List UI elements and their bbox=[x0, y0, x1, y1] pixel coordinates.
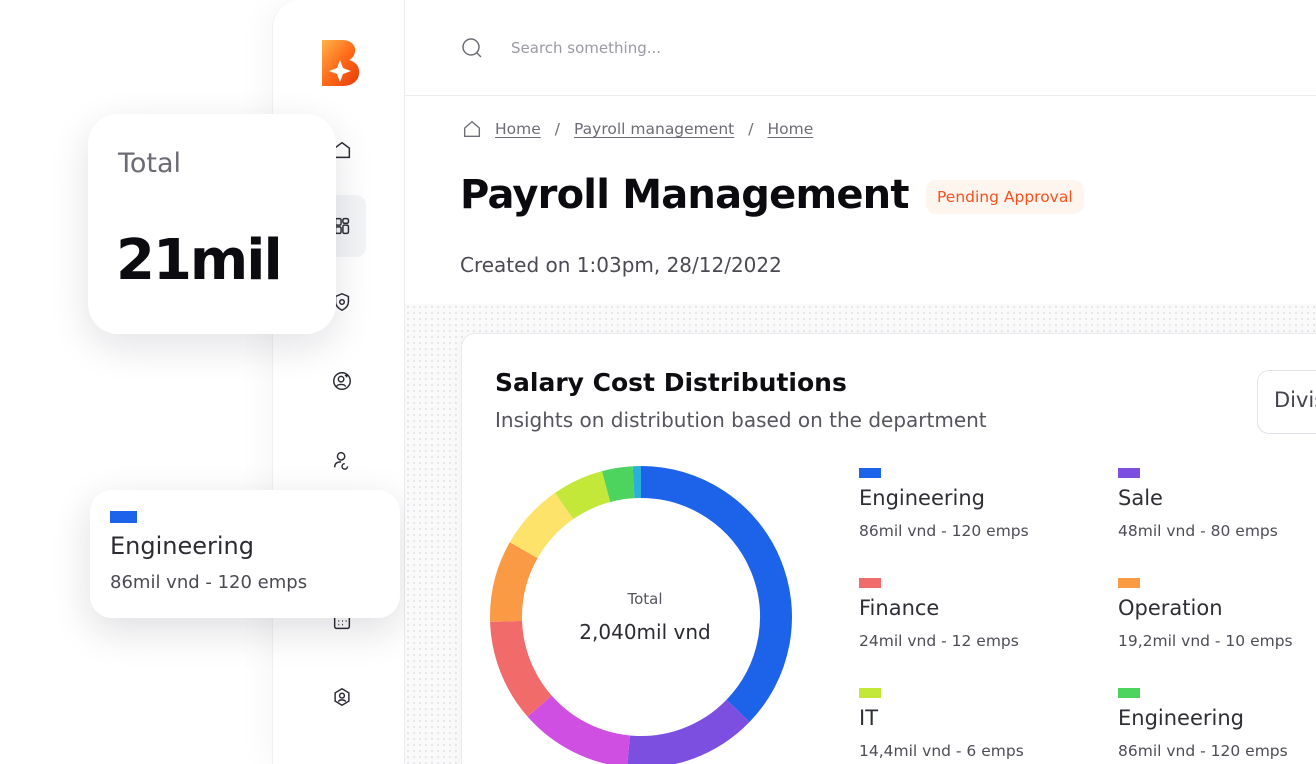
legend-item: Engineering 86mil vnd - 120 emps bbox=[859, 468, 1079, 540]
total-value: 21mil bbox=[116, 228, 283, 293]
department-name: Engineering bbox=[110, 532, 254, 560]
legend-swatch bbox=[1118, 688, 1140, 698]
sidebar-item-profile[interactable] bbox=[318, 666, 366, 728]
legend-item: Finance 24mil vnd - 12 emps bbox=[859, 578, 1079, 650]
card-title: Salary Cost Distributions bbox=[495, 368, 847, 397]
legend-swatch bbox=[859, 688, 881, 698]
legend-swatch bbox=[859, 578, 881, 588]
total-label: Total bbox=[118, 148, 182, 179]
donut-slice bbox=[555, 471, 611, 520]
donut-slice bbox=[490, 620, 552, 717]
total-summary-card: Total 21mil bbox=[88, 114, 336, 334]
brand-logo bbox=[322, 40, 360, 86]
legend-label: IT bbox=[859, 706, 879, 730]
salary-distribution-card: Salary Cost Distributions Insights on di… bbox=[461, 333, 1316, 764]
created-timestamp: Created on 1:03pm, 28/12/2022 bbox=[460, 253, 782, 277]
legend-item: Operation 19,2mil vnd - 10 emps bbox=[1118, 578, 1316, 650]
donut-slice bbox=[640, 466, 792, 722]
legend-detail: 24mil vnd - 12 emps bbox=[859, 632, 1019, 650]
user-switch-icon bbox=[333, 451, 349, 470]
legend-label: Finance bbox=[859, 596, 940, 620]
top-bar bbox=[405, 0, 1316, 96]
legend-detail: 48mil vnd - 80 emps bbox=[1118, 522, 1278, 540]
legend-label: Sale bbox=[1118, 486, 1163, 510]
search-input[interactable] bbox=[511, 34, 911, 62]
search-icon bbox=[462, 38, 482, 58]
sidebar-item-switch-user[interactable] bbox=[318, 429, 366, 491]
main-content: Home / Payroll management / Home Payroll… bbox=[405, 0, 1316, 764]
legend-swatch bbox=[1118, 468, 1140, 478]
legend-item: Engineering 86mil vnd - 120 emps bbox=[1118, 688, 1316, 760]
legend-item: IT 14,4mil vnd - 6 emps bbox=[859, 688, 1079, 760]
donut-slice bbox=[601, 466, 635, 503]
breadcrumb-link-home[interactable]: Home bbox=[495, 120, 541, 138]
division-select[interactable]: Divis bbox=[1257, 370, 1316, 434]
status-badge: Pending Approval bbox=[926, 180, 1084, 214]
page-title: Payroll Management bbox=[460, 172, 909, 218]
department-highlight-card: Engineering 86mil vnd - 120 emps bbox=[90, 490, 400, 618]
legend-swatch bbox=[859, 468, 881, 478]
legend-detail: 86mil vnd - 120 emps bbox=[1118, 742, 1288, 760]
department-color-swatch bbox=[110, 511, 137, 523]
breadcrumb-separator: / bbox=[748, 120, 754, 138]
legend-detail: 86mil vnd - 120 emps bbox=[859, 522, 1029, 540]
legend-detail: 19,2mil vnd - 10 emps bbox=[1118, 632, 1293, 650]
donut-slice bbox=[527, 695, 631, 764]
sidebar-item-add-user[interactable] bbox=[318, 350, 366, 412]
legend-item: Sale 48mil vnd - 80 emps bbox=[1118, 468, 1316, 540]
home-icon[interactable] bbox=[461, 118, 483, 140]
breadcrumb-separator: / bbox=[554, 120, 561, 138]
card-subtitle: Insights on distribution based on the de… bbox=[495, 408, 987, 432]
breadcrumb-link-current[interactable]: Home bbox=[767, 120, 814, 138]
legend-label: Operation bbox=[1118, 596, 1223, 620]
legend-swatch bbox=[1118, 578, 1140, 588]
legend-detail: 14,4mil vnd - 6 emps bbox=[859, 742, 1024, 760]
user-shield-icon bbox=[334, 687, 350, 707]
legend-label: Engineering bbox=[859, 486, 985, 510]
user-add-icon bbox=[333, 372, 351, 390]
breadcrumb: Home / Payroll management / Home bbox=[461, 118, 813, 140]
donut-slice bbox=[627, 699, 750, 764]
donut-chart bbox=[490, 466, 792, 764]
department-detail: 86mil vnd - 120 emps bbox=[110, 572, 308, 593]
breadcrumb-link-payroll[interactable]: Payroll management bbox=[574, 120, 735, 138]
donut-slice bbox=[490, 542, 538, 622]
legend-label: Engineering bbox=[1118, 706, 1244, 730]
donut-slice bbox=[509, 492, 574, 559]
